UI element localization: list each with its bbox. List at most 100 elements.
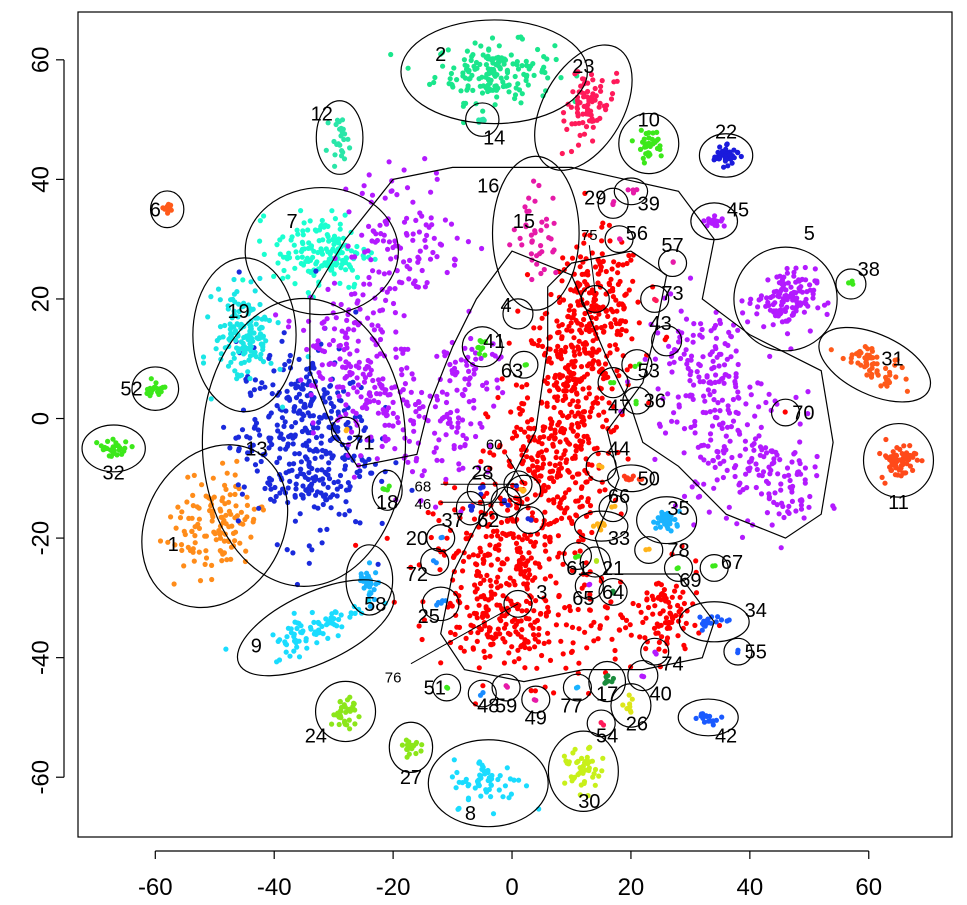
point (369, 322, 375, 328)
point (505, 507, 511, 513)
point (105, 438, 111, 444)
point (663, 615, 670, 621)
point (320, 262, 326, 269)
point (242, 558, 248, 565)
point (292, 265, 298, 271)
cluster-78-outline (634, 536, 664, 564)
point (625, 456, 631, 462)
point (586, 582, 592, 588)
point (234, 458, 240, 464)
point (786, 472, 792, 478)
cluster-37-points (467, 503, 476, 513)
cluster-label-34: 34 (745, 600, 767, 622)
point (354, 375, 360, 381)
point (431, 449, 437, 455)
cluster-50-outline (607, 464, 655, 493)
point (539, 315, 545, 321)
point (531, 632, 537, 638)
point (290, 435, 296, 441)
point (633, 398, 639, 404)
cluster-12-outline (315, 100, 364, 175)
point (263, 338, 269, 344)
point (213, 346, 219, 352)
point (554, 494, 561, 500)
point (325, 286, 331, 292)
point (348, 363, 354, 370)
point (276, 657, 283, 663)
point (575, 302, 582, 308)
cluster-label-1: 1 (168, 534, 179, 556)
point (561, 510, 568, 516)
point (479, 74, 485, 80)
point (415, 284, 421, 290)
point (298, 629, 304, 635)
point (623, 291, 629, 297)
point (221, 424, 227, 430)
point (544, 223, 550, 229)
point (492, 353, 498, 359)
point (749, 442, 755, 448)
point (349, 707, 355, 713)
point (229, 523, 235, 529)
point (224, 470, 230, 476)
x-tick-label: 0 (505, 874, 518, 901)
point (883, 436, 889, 443)
point (557, 439, 563, 445)
point (240, 521, 246, 527)
point (489, 772, 495, 779)
point (383, 408, 390, 414)
point (505, 502, 511, 508)
point (476, 602, 482, 608)
point (516, 558, 523, 564)
point (691, 382, 697, 388)
point (336, 240, 342, 246)
point (390, 410, 396, 416)
point (448, 81, 454, 87)
point (320, 481, 327, 487)
point (460, 432, 466, 438)
point (592, 766, 599, 773)
point (862, 344, 868, 350)
point (723, 433, 729, 439)
point (607, 238, 613, 244)
point (165, 210, 171, 216)
point (329, 721, 335, 727)
cluster-label-56: 56 (626, 223, 648, 245)
point (454, 408, 460, 414)
point (344, 426, 350, 432)
point (656, 515, 662, 521)
point (423, 222, 429, 228)
point (821, 302, 828, 308)
point (189, 515, 195, 521)
point (563, 395, 569, 401)
cluster-27-outline (388, 721, 434, 773)
point (318, 246, 324, 252)
point (377, 351, 383, 357)
point (566, 603, 573, 610)
point (492, 83, 498, 89)
point (496, 542, 502, 548)
point (571, 288, 577, 294)
point (380, 376, 386, 382)
cluster-64-outline (598, 577, 628, 606)
point (401, 219, 408, 225)
cluster-55-points (735, 647, 741, 656)
point (374, 237, 380, 244)
cluster-17-outline (588, 660, 627, 703)
point (531, 325, 537, 331)
point (190, 492, 196, 498)
point (690, 396, 696, 402)
point (526, 646, 533, 652)
point (789, 486, 795, 492)
point (284, 547, 290, 553)
point (556, 550, 563, 556)
point (723, 156, 729, 162)
point (421, 468, 427, 474)
point (628, 632, 634, 638)
point (560, 255, 566, 261)
point (914, 457, 920, 463)
point (306, 543, 312, 549)
point (624, 367, 630, 373)
point (559, 150, 565, 157)
point (709, 614, 715, 620)
